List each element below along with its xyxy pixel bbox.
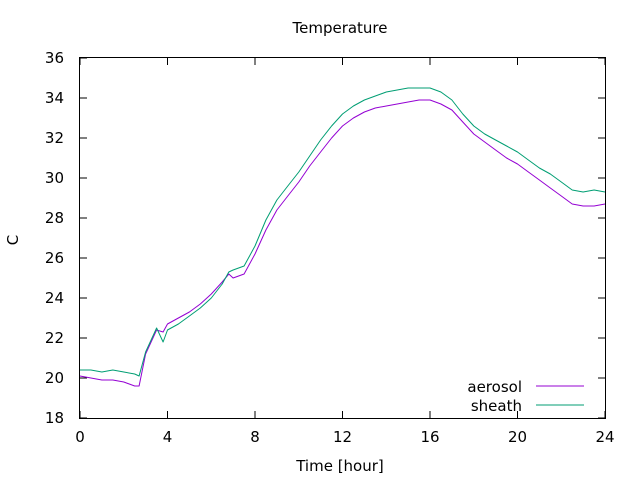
y-tick-label: 24 — [45, 289, 64, 307]
y-tick-label: 18 — [45, 409, 64, 427]
x-tick-label: 16 — [420, 428, 439, 446]
series-line-aerosol — [79, 99, 606, 387]
y-tick-label: 34 — [45, 89, 64, 107]
series-line-sheath — [80, 87, 606, 377]
y-tick-label: 22 — [45, 329, 64, 347]
y-tick-label: 20 — [45, 369, 64, 387]
chart-title: Temperature — [291, 19, 387, 37]
x-tick-label: 24 — [595, 428, 614, 446]
y-axis-label: C — [4, 235, 22, 245]
legend-label-aerosol: aerosol — [467, 378, 522, 396]
y-tick-label: 30 — [45, 169, 64, 187]
series-lines — [79, 87, 606, 387]
x-tick-label: 20 — [508, 428, 527, 446]
x-tick-label: 8 — [250, 428, 260, 446]
x-tick-label: 12 — [333, 428, 352, 446]
legend-label-sheath: sheath — [471, 397, 522, 415]
y-tick-label: 26 — [45, 249, 64, 267]
x-tick-label: 4 — [163, 428, 173, 446]
y-tick-label: 28 — [45, 209, 64, 227]
y-tick-label: 32 — [45, 129, 64, 147]
legend: aerosol sheath — [467, 378, 584, 415]
x-tick-label: 0 — [75, 428, 85, 446]
y-tick-label: 36 — [45, 49, 64, 67]
x-axis-label: Time [hour] — [295, 457, 384, 475]
plot-frame — [79, 57, 606, 419]
axis-ticks: 0 4 8 12 16 20 24 18 20 22 24 26 28 30 32 34 36 — [45, 49, 615, 446]
